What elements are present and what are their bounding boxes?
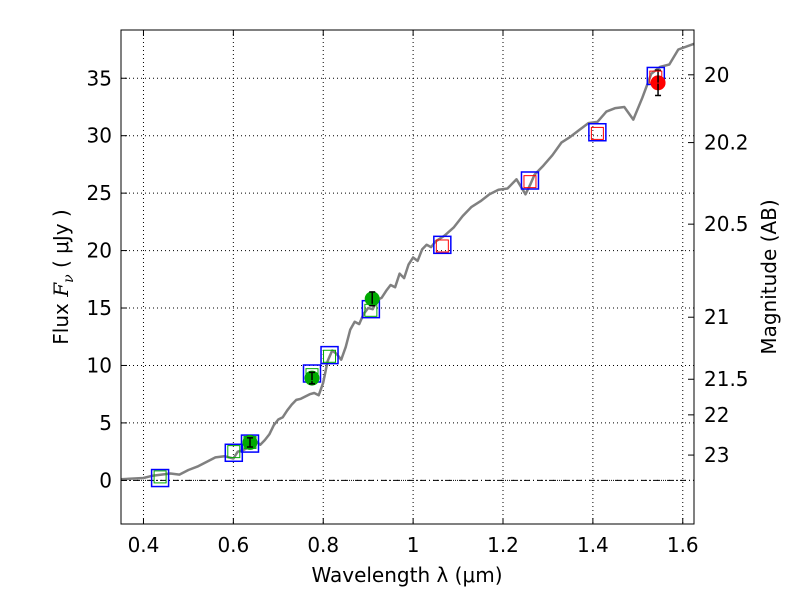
x-tick-label: 1 bbox=[407, 533, 420, 557]
x-tick-label: 1.6 bbox=[667, 533, 699, 557]
right-tick-label: 20 bbox=[704, 63, 729, 87]
y-tick-label: 0 bbox=[99, 468, 112, 492]
plot-background bbox=[121, 30, 694, 524]
y-tick-label: 25 bbox=[87, 181, 112, 205]
y-tick-label: 5 bbox=[99, 411, 112, 435]
x-tick-label: 0.8 bbox=[307, 533, 339, 557]
model-square-marker bbox=[364, 303, 378, 317]
model-square-marker bbox=[590, 126, 604, 140]
right-tick-label: 21 bbox=[704, 305, 729, 329]
right-tick-label: 23 bbox=[704, 443, 729, 467]
photometry-markers bbox=[150, 66, 666, 488]
x-tick-label: 0.4 bbox=[128, 533, 160, 557]
right-axis-title: Magnitude (AB) bbox=[757, 199, 781, 354]
x-tick-label: 1.4 bbox=[577, 533, 609, 557]
right-tick-label: 21.5 bbox=[704, 367, 749, 391]
y-tick-label: 15 bbox=[87, 296, 112, 320]
y-tick-label: 10 bbox=[87, 353, 112, 377]
y-tick-label: 20 bbox=[87, 239, 112, 263]
y-axis-title-unit: ( μJy ) bbox=[49, 209, 73, 274]
right-tick-label: 20.2 bbox=[704, 131, 749, 155]
model-square-marker bbox=[435, 239, 449, 253]
plot-frame bbox=[120, 29, 695, 525]
y-axis-title-symbol: F bbox=[49, 282, 73, 298]
model-square-marker bbox=[227, 445, 241, 459]
filter-square-marker bbox=[150, 468, 170, 488]
model-square-marker bbox=[153, 470, 167, 484]
x-tick-label: 0.6 bbox=[217, 533, 249, 557]
x-axis-title: Wavelength λ (μm) bbox=[311, 563, 502, 587]
model-square-marker bbox=[305, 368, 319, 382]
filter-square-marker bbox=[520, 171, 540, 190]
model-square-marker bbox=[649, 70, 663, 84]
y-axis-title-text: Flux bbox=[49, 297, 73, 345]
right-tick-label: 22 bbox=[704, 403, 729, 427]
filter-square-marker bbox=[588, 122, 607, 142]
y-axis-title-subscript: ν bbox=[61, 274, 77, 283]
y-tick-label: 35 bbox=[87, 66, 112, 90]
y-axis-title: Flux Fν ( μJy ) bbox=[49, 209, 77, 344]
filter-square-marker bbox=[433, 235, 452, 255]
axis-ticks: 0.4 0.6 0.8 1 1.2 1.4 1.6 0 5 10 15 20 25 30 35 20 20.2 2… bbox=[87, 30, 749, 557]
model-square-marker bbox=[243, 435, 257, 449]
filter-square-marker bbox=[320, 345, 339, 365]
y-tick-label: 30 bbox=[87, 124, 112, 148]
model-square-marker bbox=[523, 175, 537, 189]
right-tick-label: 20.5 bbox=[704, 212, 749, 236]
x-tick-label: 1.2 bbox=[487, 533, 519, 557]
model-square-marker bbox=[323, 349, 337, 363]
